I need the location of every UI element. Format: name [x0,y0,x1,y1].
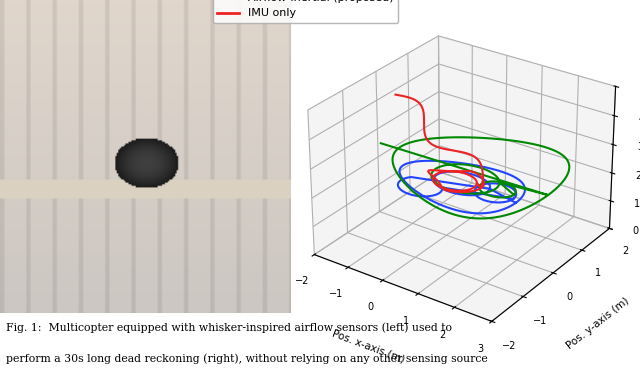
Legend: Ground truth, Airflow-Inertial (proposed), IMU only: Ground truth, Airflow-Inertial (proposed… [212,0,398,23]
Text: perform a 30s long dead reckoning (right), without relying on any other sensing : perform a 30s long dead reckoning (right… [6,353,488,364]
Y-axis label: Pos. y-axis (m): Pos. y-axis (m) [564,296,631,351]
X-axis label: Pos. x-axis (m): Pos. x-axis (m) [330,328,406,364]
Text: Fig. 1:  Multicopter equipped with whisker-inspired airflow sensors (left) used : Fig. 1: Multicopter equipped with whiske… [6,323,452,333]
